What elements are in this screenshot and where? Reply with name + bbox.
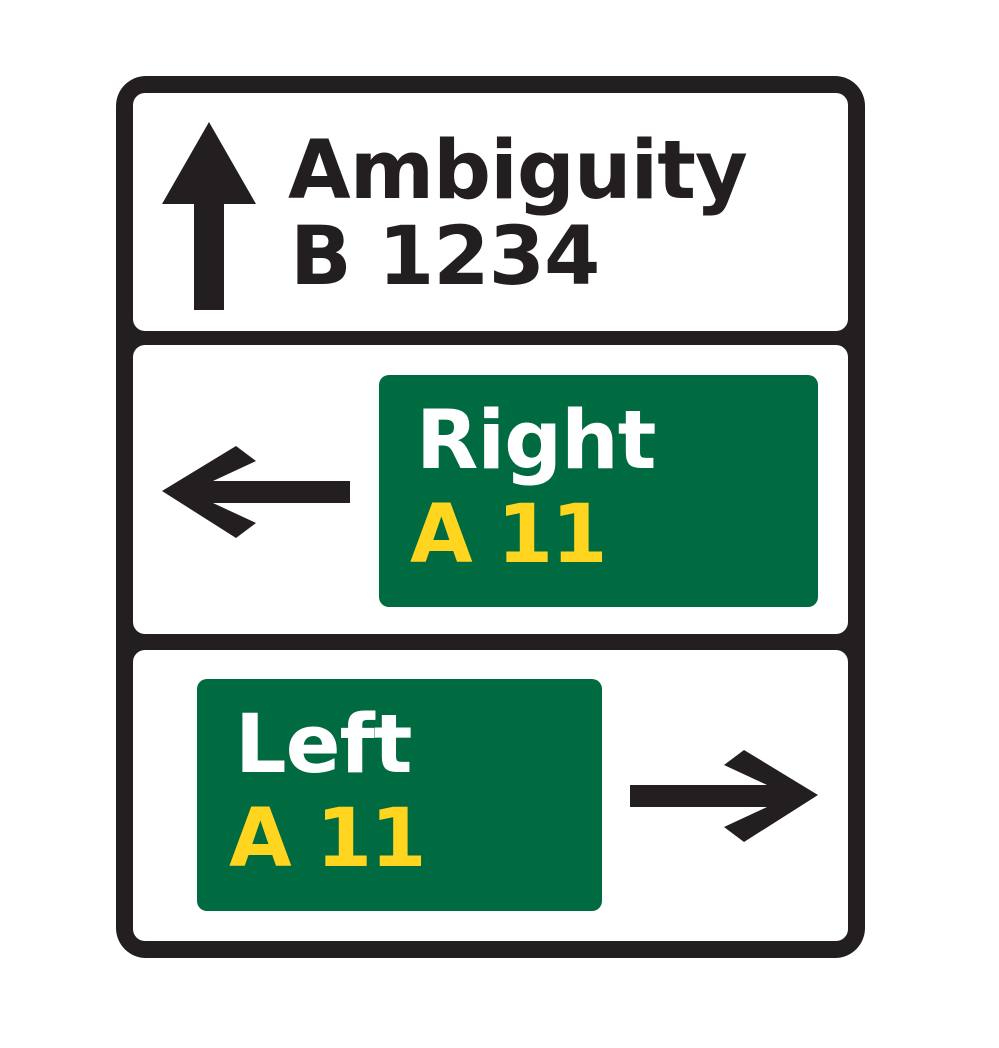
- destination-ambiguity: Ambiguity: [288, 124, 748, 218]
- ahead-panel: [133, 93, 848, 331]
- route-number-a11-upper: A 11: [410, 488, 608, 582]
- primary-route-panel-right: [379, 375, 818, 607]
- destination-left: Left: [235, 698, 413, 792]
- arrow-right-icon: [630, 750, 818, 842]
- destination-right: Right: [416, 394, 657, 488]
- route-number-a11-lower: A 11: [229, 792, 427, 886]
- arrow-left-icon: [162, 446, 350, 538]
- primary-route-panel-left: [197, 679, 602, 911]
- route-number-b1234: B 1234: [290, 210, 600, 304]
- arrow-up-icon: [162, 122, 256, 310]
